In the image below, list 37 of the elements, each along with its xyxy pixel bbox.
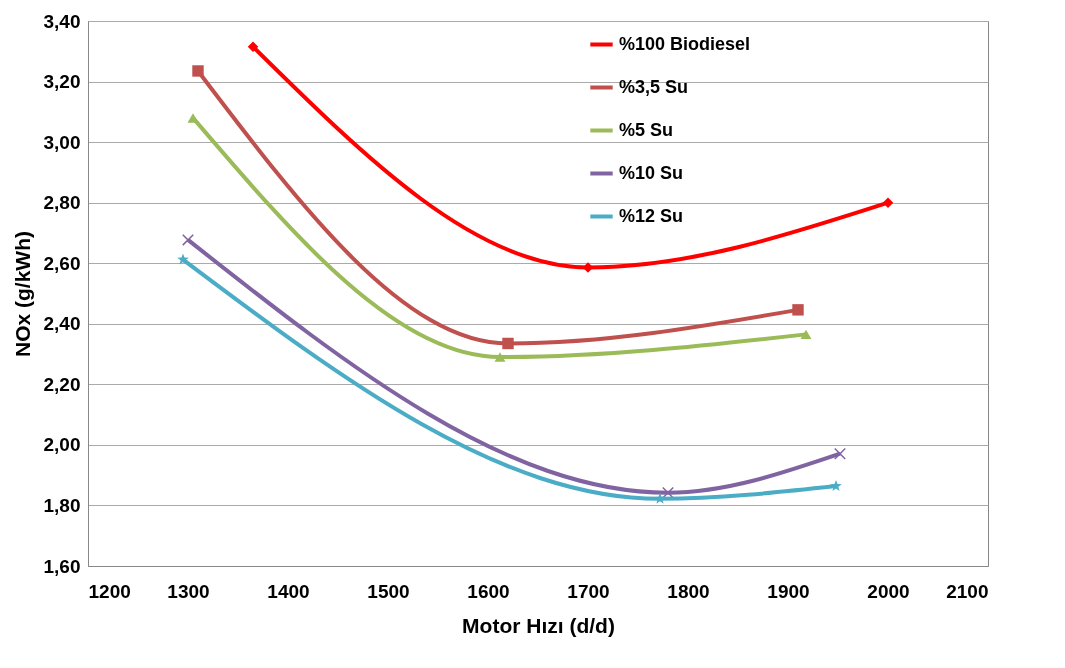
x-tick-label: 1300 [167,580,210,602]
y-axis-title: NOx (g/kWh) [10,231,34,357]
y-tick-label: 2,60 [43,252,81,274]
x-tick-label: 2100 [946,580,989,602]
x-tick-label: 2000 [867,580,910,602]
legend-label: %10 Su [619,162,684,183]
legend-label: %12 Su [619,205,684,226]
x-tick-label: 1600 [467,580,510,602]
point [792,304,804,316]
y-tick-label: 2,80 [43,192,81,214]
point [192,65,204,77]
point [830,479,842,492]
y-tick-label: 2,00 [43,434,81,456]
y-tick-label: 2,40 [43,313,81,335]
x-tick-label: 1800 [667,580,710,602]
point [502,337,514,350]
x-tick-label: 1400 [267,580,310,602]
x-tick-label: 1700 [567,580,610,602]
y-tick-label: 3,00 [43,131,81,153]
point [247,41,259,52]
point [834,447,846,460]
point [882,197,894,208]
point [800,329,812,340]
x-axis-title: Motor Hızı (d/d) [462,613,615,637]
y-tick-label: 3,40 [43,10,81,32]
y-tick-label: 1,60 [43,555,81,577]
x-tick-label: 1200 [88,580,131,602]
y-tick-label: 3,20 [43,71,81,93]
point [182,233,194,246]
legend-label: %100 Biodiesel [619,33,751,54]
y-tick-label: 2,20 [43,373,81,395]
legend-label: %5 Su [619,119,674,140]
y-tick-label: 1,80 [43,494,81,516]
x-tick-label: 1500 [367,580,410,602]
legend-label: %3,5 Su [619,76,689,97]
x-tick-label: 1900 [767,580,810,602]
point [494,352,506,362]
